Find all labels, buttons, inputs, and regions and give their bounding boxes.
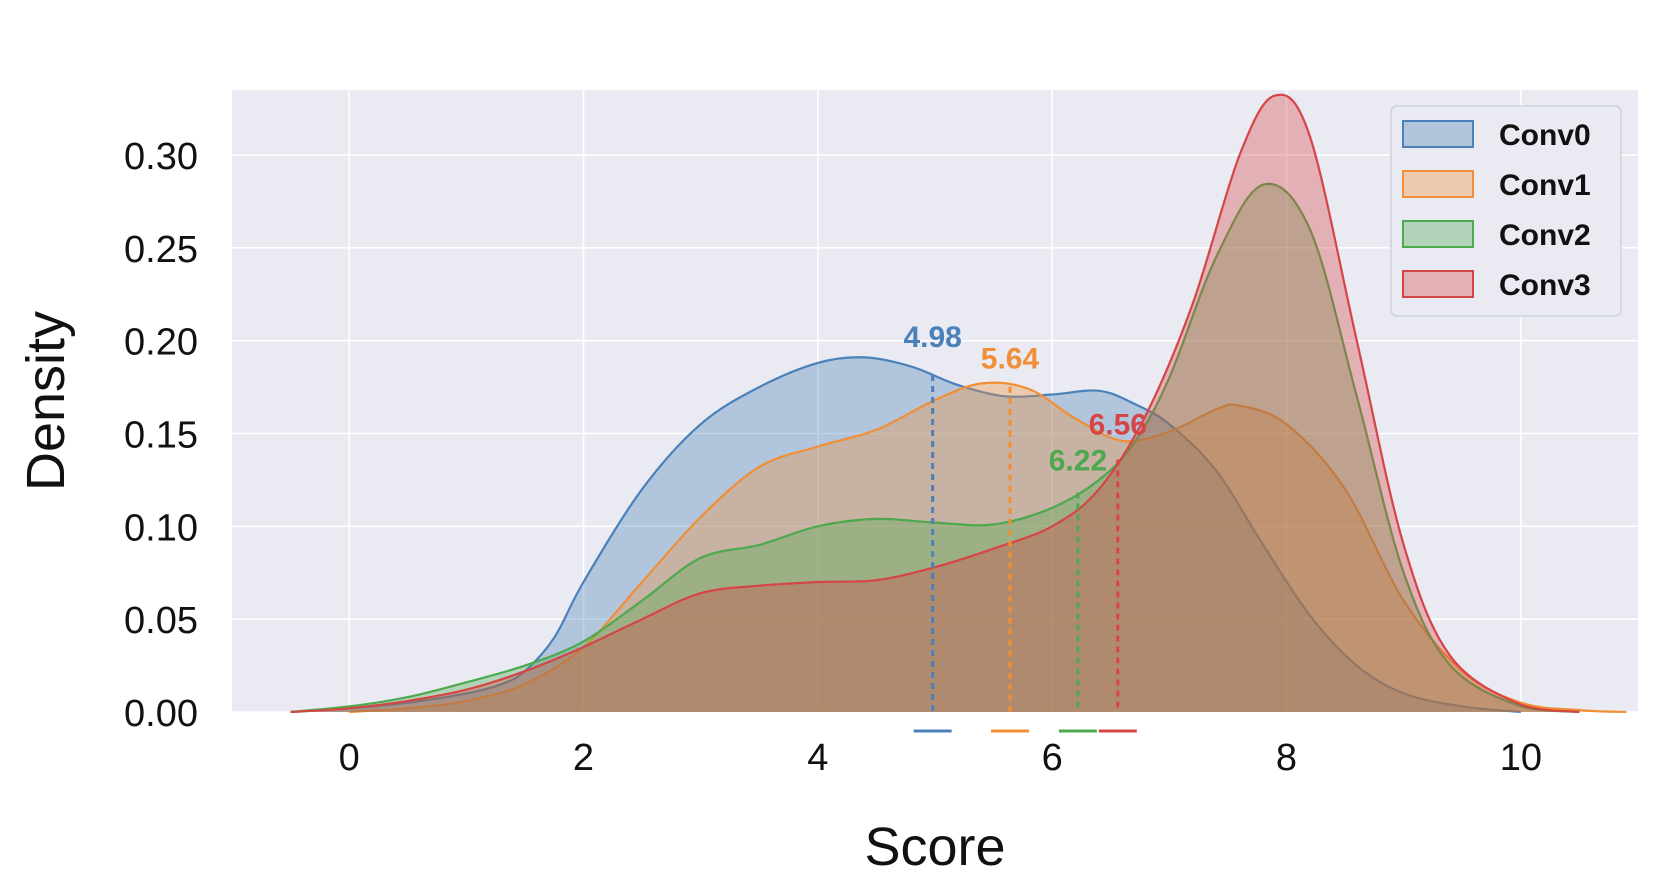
curve-conv0 bbox=[290, 356, 1521, 714]
grid-lines bbox=[232, 90, 1638, 713]
legend-swatch-conv0 bbox=[1402, 120, 1474, 148]
legend-box bbox=[1390, 105, 1622, 317]
y-axis-ticks: 0.00 0.05 0.10 0.15 0.20 0.25 0.30 bbox=[124, 136, 198, 735]
mean-label-conv2: 6.22 bbox=[1049, 444, 1107, 477]
x-tick-label-10: 10 bbox=[1500, 737, 1542, 779]
legend-label-conv3: Conv3 bbox=[1499, 269, 1591, 302]
curve-conv1 bbox=[349, 381, 1627, 714]
density-areas bbox=[290, 93, 1627, 714]
mean-label-conv3: 6.56 bbox=[1089, 408, 1147, 441]
y-tick-label-0.20: 0.20 bbox=[124, 322, 198, 364]
curve-conv2 bbox=[290, 182, 1580, 714]
legend-swatch-conv1 bbox=[1402, 170, 1474, 198]
area-conv1 bbox=[349, 382, 1627, 712]
x-axis-label: Score bbox=[864, 817, 1005, 877]
mean-label-conv0: 4.98 bbox=[903, 321, 961, 354]
x-tick-label-8: 8 bbox=[1276, 737, 1297, 779]
legend-label-conv1: Conv1 bbox=[1499, 169, 1591, 202]
y-tick-label-0.25: 0.25 bbox=[124, 229, 198, 271]
y-axis-label: Density bbox=[16, 311, 76, 491]
y-tick-label-0.30: 0.30 bbox=[124, 136, 198, 178]
area-conv3 bbox=[290, 94, 1580, 712]
x-tick-label-6: 6 bbox=[1042, 737, 1063, 779]
legend-label-conv2: Conv2 bbox=[1499, 219, 1591, 252]
x-tick-label-0: 0 bbox=[339, 737, 360, 779]
legend: Conv0 Conv1 Conv2 Conv3 bbox=[1390, 105, 1622, 317]
legend-label-conv0: Conv0 bbox=[1499, 119, 1591, 152]
legend-swatch-conv2 bbox=[1402, 220, 1474, 248]
mean-markers: 4.98 5.64 6.226.56 bbox=[903, 321, 1147, 733]
y-tick-label-0.10: 0.10 bbox=[124, 507, 198, 549]
y-tick-label-0.05: 0.05 bbox=[124, 600, 198, 642]
x-axis-ticks: 0 2 4 6 8 10 bbox=[339, 737, 1542, 779]
mean-label-conv1: 5.64 bbox=[981, 343, 1040, 376]
x-tick-label-2: 2 bbox=[573, 737, 594, 779]
y-tick-label-0.00: 0.00 bbox=[124, 693, 198, 735]
area-conv2 bbox=[290, 183, 1580, 712]
area-conv0 bbox=[290, 357, 1521, 712]
legend-swatch-conv3 bbox=[1402, 270, 1474, 298]
x-tick-label-4: 4 bbox=[807, 737, 828, 779]
y-tick-label-0.15: 0.15 bbox=[124, 414, 198, 456]
